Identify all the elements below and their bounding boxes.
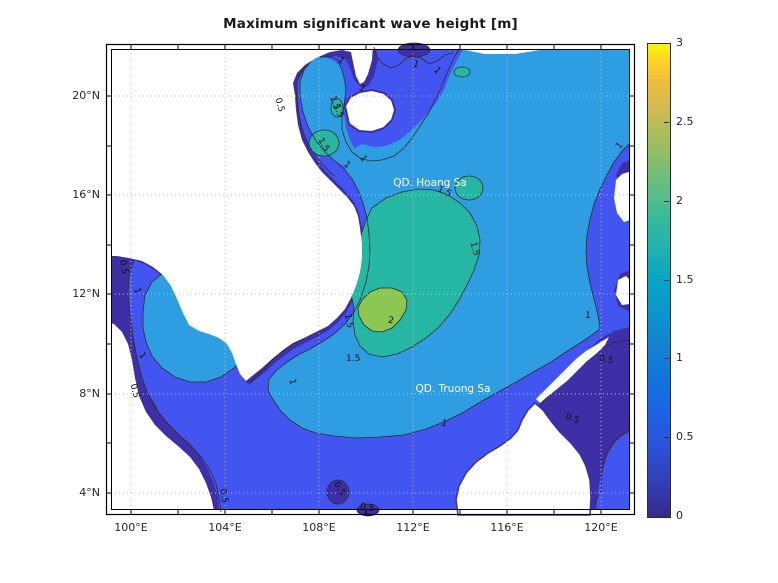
xtick-108E: 108°E <box>302 521 336 534</box>
land-malay-peninsula <box>106 322 215 515</box>
cbar-label-0: 0 <box>676 509 683 522</box>
map-frame <box>105 43 636 516</box>
cbar-label-3: 3 <box>676 36 683 49</box>
land-borneo <box>455 401 592 516</box>
cbar-label-2: 2 <box>676 194 683 207</box>
chart-title: Maximum significant wave height [m] <box>223 16 518 32</box>
teal-blob-hoangsa <box>454 175 484 201</box>
ytick-20N: 20°N <box>72 89 100 102</box>
land-hainan <box>343 88 397 134</box>
label-truong-sa: QD. Truong Sa <box>415 383 491 395</box>
cbar-label-2.5: 2.5 <box>676 115 694 128</box>
land-masses <box>106 44 630 516</box>
teal-blob-sw-hainan <box>308 129 340 157</box>
land-palawan <box>536 337 609 403</box>
label-hoang-sa: QD. Hoang Sa <box>393 177 467 189</box>
purple-patch-bottom-1 <box>326 479 350 505</box>
cbar-label-1: 1 <box>676 351 683 364</box>
colorbar-tick <box>664 201 669 202</box>
teal-blob-north <box>453 66 471 78</box>
xtick-120E: 120°E <box>584 521 618 534</box>
contour-label: 1 <box>584 310 592 322</box>
xtick-100E: 100°E <box>114 521 148 534</box>
land-mainland-asia <box>106 44 373 381</box>
colorbar-tick <box>664 437 669 438</box>
sea-band-2-2.5 <box>357 287 408 333</box>
teal-blob-w-hainan <box>330 98 344 118</box>
sea-band-1-1.5-tonkin <box>300 57 358 172</box>
cbar-label-0.5: 0.5 <box>676 430 694 443</box>
land-mindoro <box>616 276 630 305</box>
colorbar-tick <box>664 280 669 281</box>
ytick-8N: 8°N <box>79 387 100 400</box>
cbar-label-1.5: 1.5 <box>676 273 694 286</box>
colorbar-tick <box>664 358 669 359</box>
ytick-12N: 12°N <box>72 287 100 300</box>
colorbar-tick <box>664 122 669 123</box>
contour-label: 1.5 <box>346 354 361 364</box>
xtick-116E: 116°E <box>490 521 524 534</box>
purple-zone-ne-borneo <box>474 327 630 510</box>
xtick-104E: 104°E <box>208 521 242 534</box>
ytick-16N: 16°N <box>72 188 100 201</box>
xtick-112E: 112°E <box>396 521 430 534</box>
land-luzon <box>614 172 630 222</box>
ytick-4N: 4°N <box>79 486 100 499</box>
